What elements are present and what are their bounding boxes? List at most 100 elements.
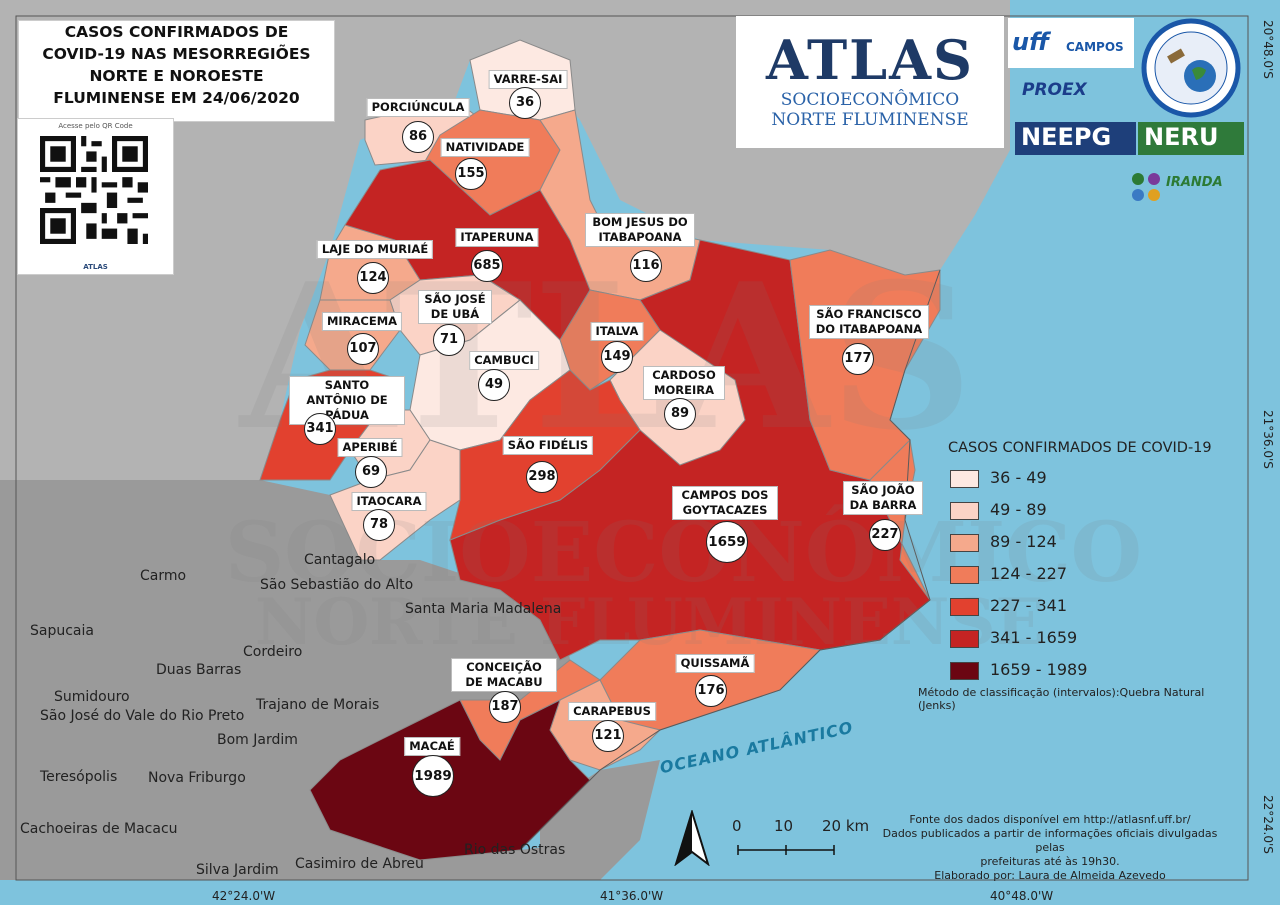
cases-campos: 1659 bbox=[706, 521, 748, 563]
neru-logo: NERU bbox=[1138, 122, 1244, 155]
map-title: CASOS CONFIRMADOS DE COVID-19 NAS MESORR… bbox=[18, 20, 335, 122]
atlas-logo-line1: SOCIOECONÔMICO bbox=[780, 90, 960, 110]
polygon-sao-fidelis bbox=[449, 369, 641, 541]
place-rio-das-ostras: Rio das Ostras bbox=[464, 842, 566, 858]
proex-logo-text: PROEX bbox=[1022, 80, 1087, 100]
map-frame bbox=[15, 15, 1249, 881]
legend-row: 49 - 89 bbox=[918, 500, 1238, 532]
label-bom-jesus: BOM JESUS DO ITABAPOANA bbox=[585, 213, 695, 247]
qr-brand: ATLAS bbox=[83, 263, 108, 271]
cases-italva: 149 bbox=[601, 341, 633, 373]
cases-itaperuna: 685 bbox=[471, 250, 503, 282]
qr-code-icon bbox=[40, 136, 148, 244]
place-teresopolis: Teresópolis bbox=[40, 769, 118, 785]
legend-row: 341 - 1659 bbox=[918, 628, 1238, 660]
legend-label: 89 - 124 bbox=[990, 532, 1057, 551]
label-italva: ITALVA bbox=[590, 322, 644, 341]
atlas-logo: ATLAS SOCIOECONÔMICO NORTE FLUMINENSE bbox=[736, 16, 1004, 148]
label-carapebus: CARAPEBUS bbox=[568, 702, 656, 721]
uff-logo-campus: CAMPOS bbox=[1066, 40, 1124, 54]
label-conceicao: CONCEIÇÃO DE MACABU bbox=[451, 658, 557, 692]
place-carmo: Carmo bbox=[140, 568, 187, 584]
cases-conceicao: 187 bbox=[489, 691, 521, 723]
ciranda-logo-text: IRANDA bbox=[1166, 175, 1223, 190]
legend: CASOS CONFIRMADOS DE COVID-19 36 - 49 49 … bbox=[918, 440, 1238, 712]
scale-0: 0 bbox=[732, 817, 742, 835]
source-line-2: Dados publicados a partir de informações… bbox=[882, 827, 1218, 854]
cases-sao-fidelis: 298 bbox=[526, 461, 558, 493]
legend-row: 89 - 124 bbox=[918, 532, 1238, 564]
label-santo-antonio: SANTO ANTÔNIO DE PÁDUA bbox=[289, 376, 405, 425]
legend-swatch bbox=[950, 534, 979, 552]
legend-swatch bbox=[950, 470, 979, 488]
label-porciuncula: PORCIÚNCULA bbox=[366, 98, 470, 117]
cases-itaocara: 78 bbox=[363, 509, 395, 541]
cases-porciuncula: 86 bbox=[402, 121, 434, 153]
label-sao-jose-de-uba: SÃO JOSÉ DE UBÁ bbox=[418, 290, 492, 324]
coastline bbox=[519, 269, 941, 851]
source-line-4: Elaborado por: Laura de Almeida Azevedo bbox=[934, 869, 1166, 882]
coord-bottom-3: 40°48.0'W bbox=[990, 889, 1054, 903]
neru-logo-text: NERU bbox=[1144, 123, 1219, 151]
proex-logo: PROEX bbox=[1016, 78, 1132, 108]
legend-label: 227 - 341 bbox=[990, 596, 1068, 615]
legend-swatch bbox=[950, 502, 979, 520]
label-quissama: QUISSAMÃ bbox=[675, 654, 755, 673]
coord-right-1: 20°48.0'S bbox=[1261, 20, 1275, 79]
cases-aperibe: 69 bbox=[355, 456, 387, 488]
scale-20: 20 km bbox=[822, 817, 870, 835]
legend-label: 1659 - 1989 bbox=[990, 660, 1088, 679]
place-trajano: Trajano de Morais bbox=[256, 697, 380, 713]
coord-bottom-2: 41°36.0'W bbox=[600, 889, 664, 903]
cases-cambuci: 49 bbox=[478, 369, 510, 401]
place-duas-barras: Duas Barras bbox=[156, 662, 242, 678]
qr-code-panel[interactable]: Acesse pelo QR Code ATLAS bbox=[17, 118, 174, 275]
ciranda-icon bbox=[1132, 173, 1160, 201]
scale-10: 10 bbox=[774, 817, 794, 835]
label-varre-sai: VARRE-SAI bbox=[488, 70, 568, 89]
legend-row: 124 - 227 bbox=[918, 564, 1238, 596]
scale-bar: 0 10 20 km bbox=[732, 817, 882, 862]
cases-santo-antonio: 341 bbox=[304, 413, 336, 445]
place-bom-jardim: Bom Jardim bbox=[217, 732, 298, 748]
label-sao-fidelis: SÃO FIDÉLIS bbox=[502, 436, 594, 455]
title-line-2: COVID-19 NAS MESORREGIÕES bbox=[42, 45, 311, 63]
atlas-logo-line2: NORTE FLUMINENSE bbox=[771, 110, 969, 130]
legend-label: 49 - 89 bbox=[990, 500, 1047, 519]
cases-carapebus: 121 bbox=[592, 720, 624, 752]
source-line-1: Fonte dos dados disponível em http://atl… bbox=[909, 813, 1191, 826]
legend-swatch bbox=[950, 566, 979, 584]
coord-right-3: 22°24.0'S bbox=[1261, 795, 1275, 854]
geotech-lab-logo bbox=[1138, 18, 1244, 118]
atlas-logo-main: ATLAS bbox=[766, 28, 974, 92]
place-silva-jardim: Silva Jardim bbox=[196, 862, 279, 878]
place-nova-friburgo: Nova Friburgo bbox=[148, 770, 246, 786]
legend-label: 124 - 227 bbox=[990, 564, 1068, 583]
cases-sao-joao-da-barra: 227 bbox=[869, 519, 901, 551]
legend-label: 36 - 49 bbox=[990, 468, 1047, 487]
polygon-sao-joao-da-barra bbox=[869, 438, 931, 601]
place-cachoeiras: Cachoeiras de Macacu bbox=[20, 821, 178, 837]
label-campos: CAMPOS DOS GOYTACAZES bbox=[672, 486, 778, 520]
cases-quissama: 176 bbox=[695, 675, 727, 707]
label-natividade: NATIVIDADE bbox=[440, 138, 530, 157]
cases-cardoso-moreira: 89 bbox=[664, 398, 696, 430]
label-itaocara: ITAOCARA bbox=[351, 492, 427, 511]
cases-macae: 1989 bbox=[412, 755, 454, 797]
source-line-3: prefeituras até às 19h30. bbox=[980, 855, 1120, 868]
legend-title: CASOS CONFIRMADOS DE COVID-19 bbox=[948, 440, 1212, 456]
label-macae: MACAÉ bbox=[404, 737, 460, 756]
legend-row: 227 - 341 bbox=[918, 596, 1238, 628]
coord-right-2: 21°36.0'S bbox=[1261, 410, 1275, 469]
label-laje-do-muriae: LAJE DO MURIAÉ bbox=[316, 240, 434, 259]
title-line-3: NORTE E NOROESTE bbox=[89, 67, 264, 85]
place-sao-sebastiao: São Sebastião do Alto bbox=[260, 577, 414, 593]
place-sao-jose-vale: São José do Vale do Rio Preto bbox=[40, 708, 245, 724]
land-south-outside bbox=[0, 480, 600, 880]
place-cantagalo: Cantagalo bbox=[304, 552, 376, 568]
place-casimiro: Casimiro de Abreu bbox=[295, 856, 424, 872]
place-sapucaia: Sapucaia bbox=[30, 623, 94, 639]
label-sao-francisco: SÃO FRANCISCO DO ITABAPOANA bbox=[809, 305, 929, 339]
place-sumidouro: Sumidouro bbox=[54, 689, 130, 705]
legend-row: 1659 - 1989 bbox=[918, 660, 1238, 692]
